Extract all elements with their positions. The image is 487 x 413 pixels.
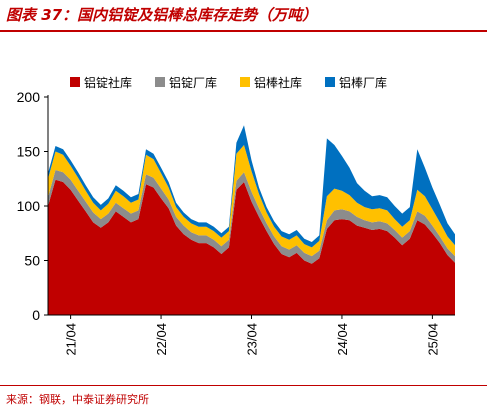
legend-swatch: [155, 77, 165, 87]
axes: 0 50 100 150 200 21/04 22/04 23/04 24/04 25/04: [17, 89, 455, 356]
legend: 铝锭社库 铝锭厂库 铝棒社库 铝棒厂库: [70, 75, 387, 90]
x-tick-label: 21/04: [64, 323, 79, 356]
legend-swatch: [325, 77, 335, 87]
legend-swatch: [70, 77, 80, 87]
legend-label: 铝锭厂库: [169, 75, 217, 90]
x-tick-label: 22/04: [154, 323, 169, 356]
source-note: 来源：钢联，中泰证券研究所: [6, 393, 149, 406]
legend-label: 铝棒社库: [254, 75, 302, 90]
chart-title: 图表 37：国内铝锭及铝棒总库存走势（万吨）: [6, 6, 318, 24]
y-tick-label: 0: [32, 307, 40, 323]
y-tick-label: 100: [17, 198, 41, 214]
x-tick-label: 25/04: [425, 323, 440, 356]
legend-swatch: [240, 77, 250, 87]
footer-divider: [0, 385, 487, 386]
legend-label: 铝锭社库: [84, 75, 132, 90]
y-tick-label: 50: [24, 253, 40, 269]
area-series-3: [48, 145, 455, 257]
area-series-2: [48, 170, 455, 264]
title-divider: [0, 30, 487, 32]
x-tick-label: 23/04: [245, 323, 260, 356]
y-tick-label: 150: [17, 144, 41, 160]
x-tick-label: 24/04: [335, 323, 350, 356]
area-series-4: [48, 125, 455, 248]
legend-label: 铝棒厂库: [339, 75, 387, 90]
y-tick-label: 200: [17, 89, 41, 105]
stacked-areas: [48, 125, 455, 315]
area-series-1: [48, 179, 455, 315]
